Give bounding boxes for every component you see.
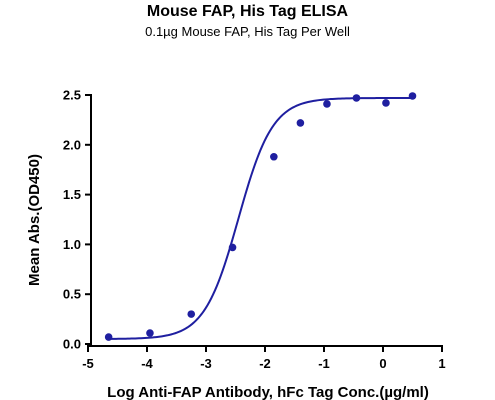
y-tick-label: 2.0 bbox=[63, 137, 81, 152]
x-tick-label: 1 bbox=[438, 356, 445, 371]
x-tick-label: -4 bbox=[141, 356, 153, 371]
x-tick-label: -1 bbox=[318, 356, 330, 371]
data-point bbox=[323, 100, 331, 108]
x-tick-label: 0 bbox=[379, 356, 386, 371]
data-point bbox=[270, 152, 278, 161]
x-tick-label: -2 bbox=[259, 356, 271, 371]
data-point bbox=[104, 333, 113, 341]
data-point bbox=[382, 99, 390, 107]
plot-area: 0.0 0.5 1.0 1.5 2.0 2.5 -5 -4 -3 -2 -1 0 1 bbox=[63, 88, 446, 372]
y-tick-label: 1.5 bbox=[63, 187, 81, 202]
y-tick-label: 2.5 bbox=[63, 88, 81, 103]
data-point bbox=[296, 119, 305, 127]
y-axis-title: Mean Abs.(OD450) bbox=[26, 154, 43, 286]
chart-subtitle: 0.1µg Mouse FAP, His Tag Per Well bbox=[145, 24, 350, 39]
chart-title: Mouse FAP, His Tag ELISA bbox=[147, 3, 349, 20]
x-axis-title: Log Anti-FAP Antibody, hFc Tag Conc.(µg/… bbox=[107, 384, 429, 400]
y-tick-label: 0.0 bbox=[63, 337, 81, 352]
y-tick-label: 1.0 bbox=[63, 237, 81, 252]
fit-curve bbox=[108, 97, 413, 340]
data-point bbox=[352, 94, 361, 102]
x-tick-label: -3 bbox=[200, 356, 212, 371]
y-tick-label: 0.5 bbox=[63, 287, 81, 302]
data-point bbox=[408, 92, 417, 100]
x-tick-label: -5 bbox=[82, 356, 94, 371]
data-point bbox=[228, 243, 237, 252]
data-point bbox=[146, 329, 154, 337]
data-point bbox=[187, 310, 196, 318]
